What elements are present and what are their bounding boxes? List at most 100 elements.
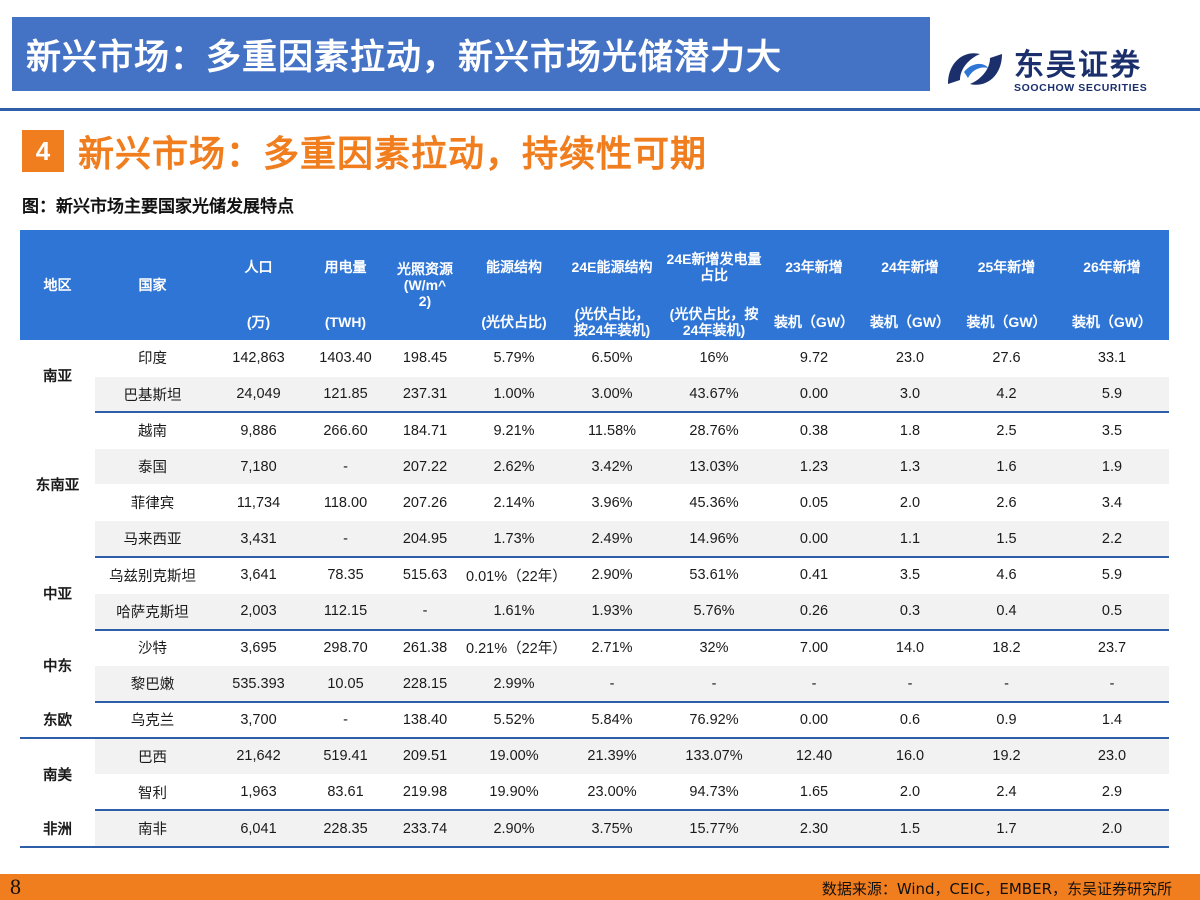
column-header: 25年新增 <box>958 230 1055 304</box>
data-cell: 237.31 <box>384 376 466 414</box>
data-cell: 142,863 <box>210 340 307 377</box>
data-cell: 0.21%（22年） <box>466 629 567 667</box>
data-cell: 1.5 <box>958 520 1055 559</box>
data-cell: - <box>662 665 766 703</box>
data-cell: 7,180 <box>210 448 307 486</box>
data-cell: 4.2 <box>958 376 1055 414</box>
data-cell: 6.50% <box>562 340 662 377</box>
data-cell: 3.5 <box>1055 412 1169 450</box>
data-cell: - <box>307 520 384 559</box>
country-cell: 菲律宾 <box>95 484 210 522</box>
data-cell: 23.00% <box>562 774 662 812</box>
data-cell: 94.73% <box>662 774 766 812</box>
company-logo: 东吴证券 SOOCHOW SECURITIES <box>944 40 1176 98</box>
data-cell: 2.2 <box>1055 520 1169 559</box>
data-cell: 3,431 <box>210 520 307 559</box>
data-cell: 2.9 <box>1055 774 1169 812</box>
data-cell: 0.01%（22年） <box>466 557 567 594</box>
country-cell: 南非 <box>95 810 210 848</box>
data-cell: 1.93% <box>562 593 662 631</box>
figure-caption: 图：新兴市场主要国家光储发展特点 <box>22 197 294 217</box>
data-cell: 0.00 <box>766 520 862 559</box>
country-cell: 巴西 <box>95 738 210 775</box>
data-cell: 0.26 <box>766 593 862 631</box>
table-header: 地区 国家 人口 用电量 光照资源 (W/m^ 2) 能源结构 24E能源结构 24E新增发电量占… <box>20 230 1169 340</box>
data-cell: 23.7 <box>1055 629 1169 667</box>
data-cell: 5.52% <box>466 701 562 740</box>
data-cell: 2.30 <box>766 810 862 848</box>
data-cell: 519.41 <box>307 738 384 775</box>
data-cell: 1.6 <box>958 448 1055 486</box>
footer-bar <box>0 874 1200 900</box>
page-number: 8 <box>10 874 21 899</box>
data-cell: 23.0 <box>1055 738 1169 775</box>
data-cell: 11,734 <box>210 484 307 522</box>
column-header: 人口 <box>210 230 307 304</box>
data-cell: 27.6 <box>958 340 1055 377</box>
table-body: 南亚 印度 142,863 1403.40 198.45 5.79% 6.50% 16% 9.7… <box>20 340 1169 848</box>
data-cell: 0.00 <box>766 701 862 740</box>
data-cell: 2.90% <box>466 810 562 848</box>
data-cell: 198.45 <box>384 340 466 377</box>
data-cell: 1.00% <box>466 376 562 414</box>
data-cell: 45.36% <box>662 484 766 522</box>
data-cell: 1.1 <box>862 520 958 559</box>
table-row: 巴基斯坦 24,049 121.85 237.31 1.00% 3.00% 43.67% 0.… <box>20 376 1169 414</box>
table-row: 中东 沙特 3,695 298.70 261.38 0.21%（22年） 2.71% 32% 7… <box>20 629 1169 703</box>
data-cell: 0.38 <box>766 412 862 450</box>
country-cell: 马来西亚 <box>95 520 210 559</box>
data-cell: 219.98 <box>384 774 466 812</box>
data-cell: 9.21% <box>466 412 562 450</box>
data-cell: 515.63 <box>384 557 466 594</box>
data-cell: 5.76% <box>662 593 766 631</box>
data-cell: 0.9 <box>958 701 1055 740</box>
column-header-unit: (光伏占比) <box>466 304 562 340</box>
data-cell: 209.51 <box>384 738 466 775</box>
data-cell: 3.42% <box>562 448 662 486</box>
data-cell: 133.07% <box>662 738 766 775</box>
country-cell: 印度 <box>95 340 210 377</box>
data-cell: 2.49% <box>562 520 662 559</box>
column-header: 24E能源结构 <box>562 230 662 304</box>
data-cell: 2.14% <box>466 484 562 522</box>
logo-english: SOOCHOW SECURITIES <box>1014 82 1148 94</box>
header-divider <box>0 108 1200 111</box>
data-source-note: 数据来源：Wind，CEIC，EMBER，东吴证券研究所 <box>821 880 1172 898</box>
data-cell: 184.71 <box>384 412 466 450</box>
data-cell: 1.3 <box>862 448 958 486</box>
data-cell: 1.8 <box>862 412 958 450</box>
data-cell: 16% <box>662 340 766 377</box>
country-cell: 智利 <box>95 774 210 812</box>
data-cell: - <box>307 701 384 740</box>
region-cell: 非洲 <box>20 810 95 848</box>
data-cell: 228.15 <box>384 665 466 703</box>
data-cell: 1.61% <box>466 593 562 631</box>
table-row: 东南亚 越南 9,886 266.60 184.71 9.21% 11.58% 28.76% 0… <box>20 412 1169 558</box>
data-cell: 2.6 <box>958 484 1055 522</box>
data-cell: 0.00 <box>766 376 862 414</box>
data-cell: 4.6 <box>958 557 1055 594</box>
data-cell: 0.3 <box>862 593 958 631</box>
country-cell: 乌克兰 <box>95 701 210 740</box>
data-cell: 0.05 <box>766 484 862 522</box>
data-cell: 3.5 <box>862 557 958 594</box>
data-cell: 19.2 <box>958 738 1055 775</box>
table-row: 南美 巴西 21,642 519.41 209.51 19.00% 21.39% 133.07… <box>20 738 1169 811</box>
logo-name: 东吴证券 <box>1014 48 1142 83</box>
country-data-table: 地区 国家 人口 用电量 光照资源 (W/m^ 2) 能源结构 24E能源结构 24E新增发电量占… <box>20 230 1169 848</box>
data-cell: 23.0 <box>862 340 958 377</box>
region-cell: 中亚 <box>20 557 95 631</box>
region-cell: 南美 <box>20 738 95 811</box>
data-cell: 13.03% <box>662 448 766 486</box>
data-cell: 12.40 <box>766 738 862 775</box>
data-cell: - <box>766 665 862 703</box>
data-cell: 2.0 <box>1055 810 1169 848</box>
table-row: 智利 1,963 83.61 219.98 19.90% 23.00% 94.73% 1.65… <box>20 774 1169 812</box>
country-cell: 巴基斯坦 <box>95 376 210 414</box>
data-cell: - <box>958 665 1055 703</box>
section-heading: 4 新兴市场：多重因素拉动，持续性可期 <box>22 128 707 175</box>
data-cell: 1403.40 <box>307 340 384 377</box>
data-cell: 53.61% <box>662 557 766 594</box>
table-row: 菲律宾 11,734 118.00 207.26 2.14% 3.96% 45.36% 0.0… <box>20 484 1169 522</box>
data-cell: - <box>1055 665 1169 703</box>
